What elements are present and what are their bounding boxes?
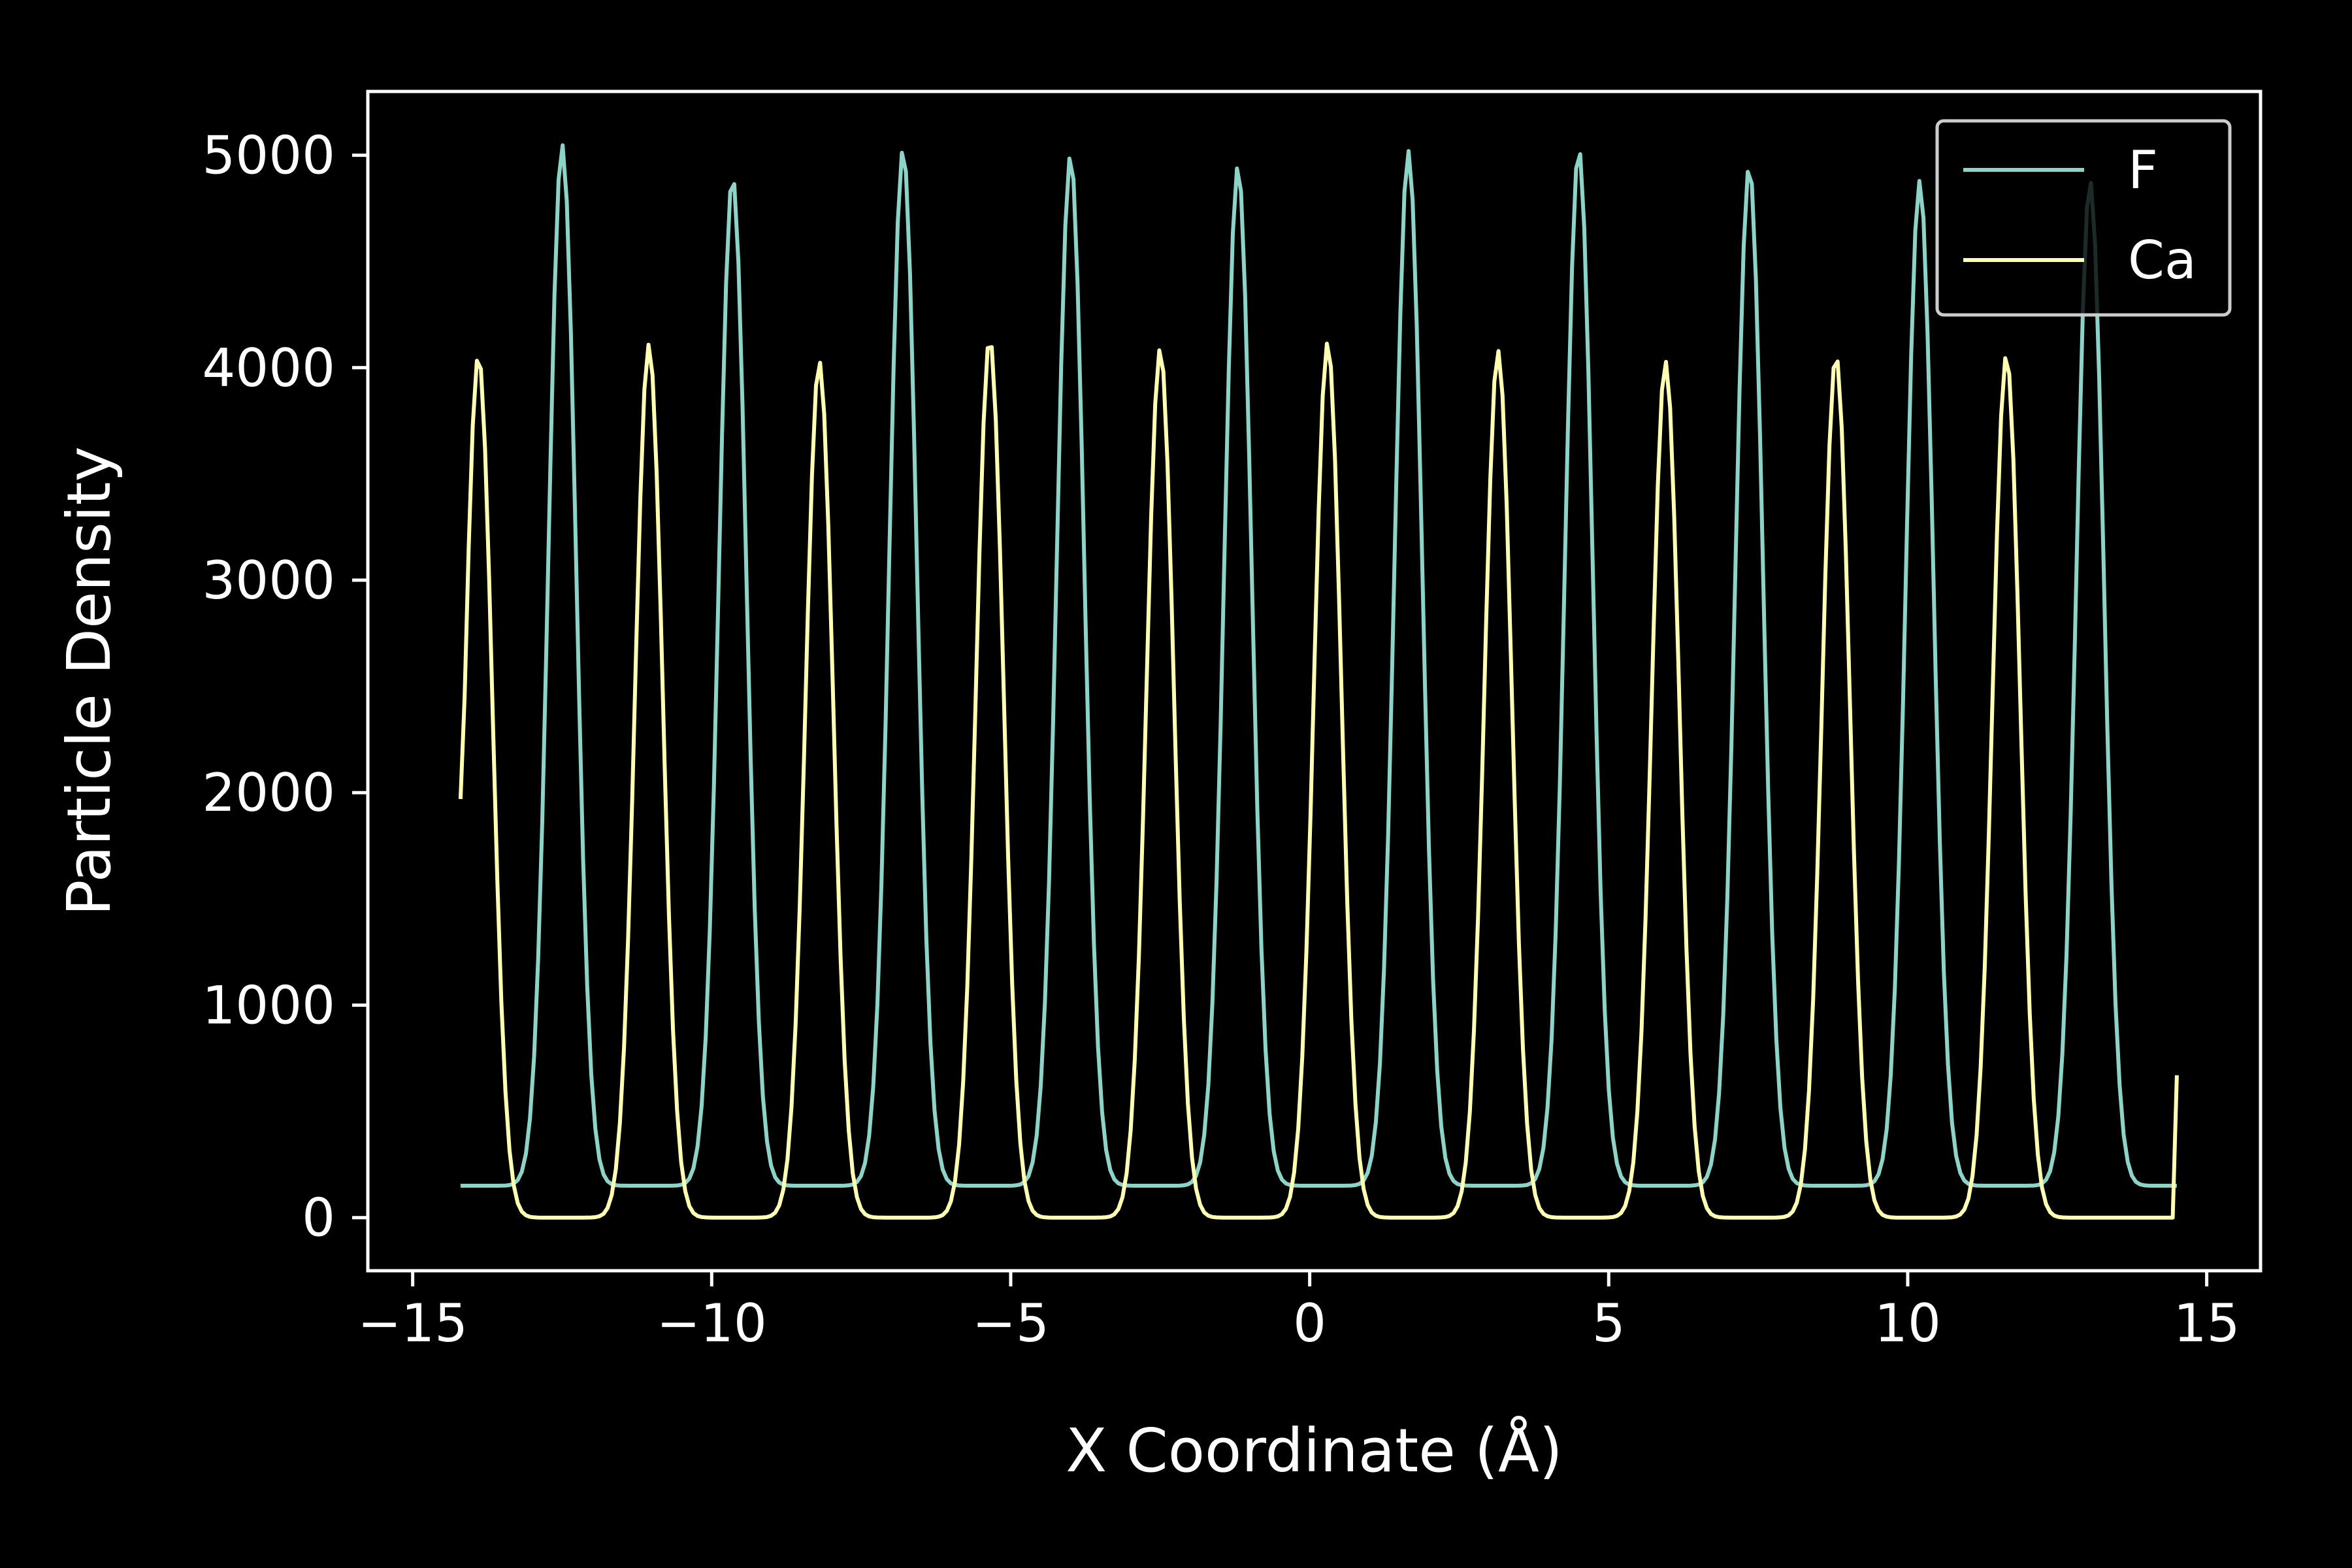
x-tick-label: −15: [357, 1293, 468, 1354]
x-tick-label: 10: [1874, 1293, 1941, 1354]
legend-label-ca: Ca: [2128, 230, 2197, 291]
y-tick-label: 5000: [202, 125, 335, 186]
x-tick-label: −5: [972, 1293, 1049, 1354]
x-tick-label: 5: [1592, 1293, 1625, 1354]
y-tick-label: 2000: [202, 762, 335, 823]
y-tick-label: 1000: [202, 975, 335, 1036]
plot-frame: [366, 90, 2262, 1273]
x-tick-label: −10: [657, 1293, 767, 1354]
legend-label-f: F: [2128, 140, 2158, 201]
y-tick-label: 4000: [202, 338, 335, 399]
y-axis-ticks: 0 1000 2000 3000 4000 5000: [202, 125, 368, 1249]
x-tick-label: 15: [2174, 1293, 2240, 1354]
y-tick-label: 3000: [202, 550, 335, 611]
y-tick-label: 0: [302, 1188, 335, 1249]
y-axis-label: Particle Density: [54, 446, 124, 916]
series-line-f: [460, 143, 2177, 1188]
x-tick-label: 0: [1293, 1293, 1326, 1354]
x-axis-ticks: −15 −10 −5 0 5 10 15: [357, 1271, 2240, 1354]
legend: F Ca: [1935, 119, 2232, 317]
x-axis-label: X Coordinate (Å): [1066, 1415, 1563, 1486]
series-layer: [458, 143, 2179, 1220]
series-line-ca: [458, 342, 2179, 1220]
